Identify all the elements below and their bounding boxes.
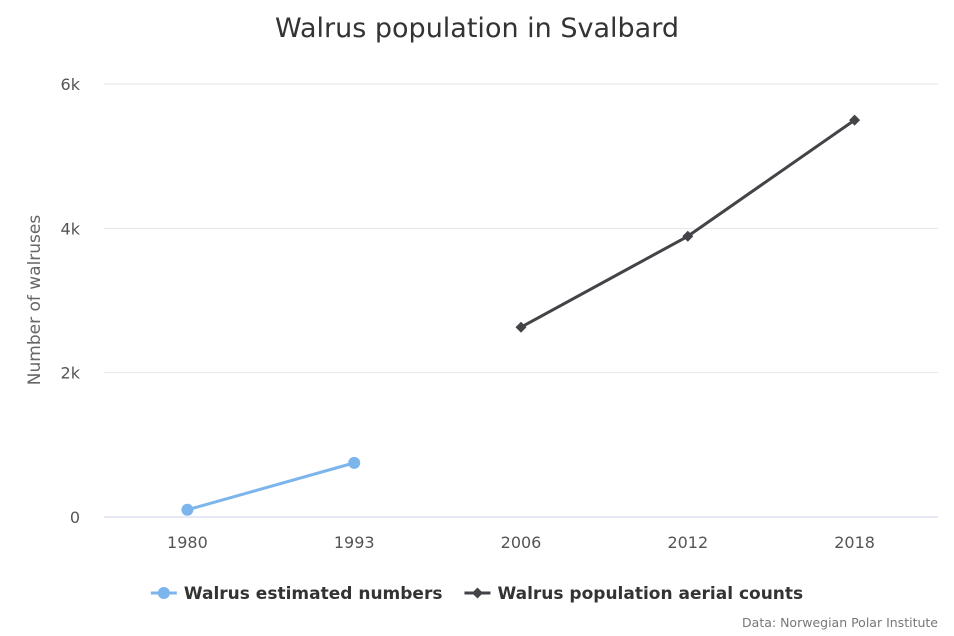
data-point (348, 456, 361, 469)
chart-title: Walrus population in Svalbard (275, 13, 679, 44)
legend-item[interactable]: Walrus population aerial counts (464, 584, 803, 604)
credits-text: Data: Norwegian Polar Institute (742, 615, 938, 630)
y-tick-label: 0 (70, 508, 80, 527)
series-1 (181, 456, 361, 516)
x-tick-label: 2018 (834, 533, 875, 552)
series-line (520, 118, 856, 329)
x-tick-label: 2012 (667, 533, 708, 552)
legend-item[interactable]: Walrus estimated numbers (150, 584, 443, 604)
y-axis: 0 2k 4k 6k (61, 75, 81, 527)
x-tick-label: 1993 (334, 533, 375, 552)
data-point (849, 114, 861, 126)
y-tick-label: 4k (61, 219, 81, 238)
legend-marker (157, 587, 170, 599)
x-tick-label: 2006 (501, 533, 542, 552)
grid-lines (104, 83, 938, 518)
legend-marker (471, 587, 483, 599)
legend: Walrus estimated numbers Walrus populatio… (150, 584, 803, 604)
y-tick-label: 2k (61, 364, 81, 383)
plot-series (181, 114, 861, 516)
data-point (181, 503, 194, 516)
data-point (682, 230, 694, 242)
series-line (186, 461, 355, 512)
legend-label: Walrus estimated numbers (184, 584, 443, 604)
x-tick-label: 1980 (167, 533, 208, 552)
legend-label: Walrus population aerial counts (497, 584, 803, 604)
data-point (515, 321, 527, 333)
y-axis-title: Number of walruses (25, 215, 45, 386)
series-2 (515, 114, 861, 333)
x-axis: 1980 1993 2006 2012 2018 (167, 533, 875, 552)
y-tick-label: 6k (61, 75, 81, 94)
